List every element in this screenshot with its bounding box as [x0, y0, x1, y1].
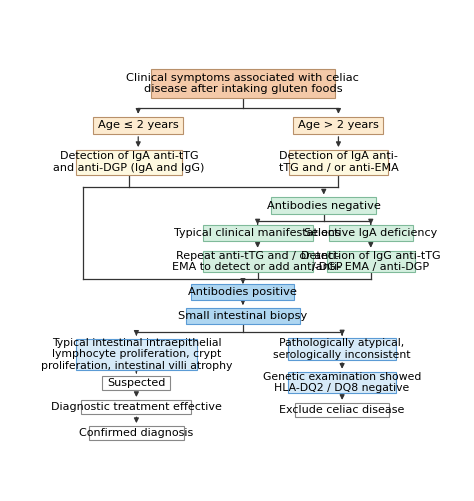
Text: Clinical symptoms associated with celiac
disease after intaking gluten foods: Clinical symptoms associated with celiac…	[127, 73, 359, 95]
FancyBboxPatch shape	[76, 150, 182, 174]
Text: Pathologically atypical,
serologically inconsistent: Pathologically atypical, serologically i…	[273, 338, 411, 360]
FancyBboxPatch shape	[89, 426, 184, 440]
FancyBboxPatch shape	[288, 372, 396, 393]
FancyBboxPatch shape	[202, 250, 313, 273]
FancyBboxPatch shape	[82, 400, 191, 414]
FancyBboxPatch shape	[295, 403, 389, 417]
FancyBboxPatch shape	[76, 339, 197, 370]
FancyBboxPatch shape	[272, 197, 376, 214]
FancyBboxPatch shape	[186, 308, 300, 324]
Text: Antibodies positive: Antibodies positive	[189, 287, 297, 297]
FancyBboxPatch shape	[327, 250, 415, 273]
Text: Age > 2 years: Age > 2 years	[298, 120, 379, 130]
FancyBboxPatch shape	[102, 376, 170, 390]
Text: Antibodies negative: Antibodies negative	[267, 201, 381, 211]
Text: Confirmed diagnosis: Confirmed diagnosis	[79, 428, 193, 438]
Text: Typical intestinal intraepithelial
lymphocyte proliferation, crypt
proliferation: Typical intestinal intraepithelial lymph…	[41, 338, 232, 371]
FancyBboxPatch shape	[293, 117, 383, 134]
Text: Diagnostic treatment effective: Diagnostic treatment effective	[51, 402, 222, 412]
Text: Selective IgA deficiency: Selective IgA deficiency	[304, 227, 438, 237]
FancyBboxPatch shape	[289, 150, 388, 174]
Text: Repeat anti-tTG and / or anti-
EMA to detect or add anti-DGP: Repeat anti-tTG and / or anti- EMA to de…	[173, 250, 343, 273]
Text: Exclude celiac disease: Exclude celiac disease	[279, 405, 405, 415]
Text: Age ≤ 2 years: Age ≤ 2 years	[98, 120, 179, 130]
FancyBboxPatch shape	[202, 224, 313, 240]
FancyBboxPatch shape	[288, 338, 396, 360]
Text: Typical clinical manifestations: Typical clinical manifestations	[174, 227, 341, 237]
FancyBboxPatch shape	[191, 284, 294, 300]
Text: Detection of IgA anti-tTG
and anti-DGP (IgA and IgG): Detection of IgA anti-tTG and anti-DGP (…	[54, 151, 205, 173]
FancyBboxPatch shape	[93, 117, 183, 134]
FancyBboxPatch shape	[151, 69, 335, 98]
Text: Genetic examination showed
HLA-DQ2 / DQ8 negative: Genetic examination showed HLA-DQ2 / DQ8…	[263, 372, 421, 393]
Text: Detection of IgA anti-
tTG and / or anti-EMA: Detection of IgA anti- tTG and / or anti…	[279, 151, 398, 173]
Text: Detection of IgG anti-tTG
/anti- EMA / anti-DGP: Detection of IgG anti-tTG /anti- EMA / a…	[301, 250, 440, 273]
Text: Suspected: Suspected	[107, 378, 165, 388]
FancyBboxPatch shape	[329, 224, 413, 240]
Text: Small intestinal biopsy: Small intestinal biopsy	[178, 311, 308, 321]
